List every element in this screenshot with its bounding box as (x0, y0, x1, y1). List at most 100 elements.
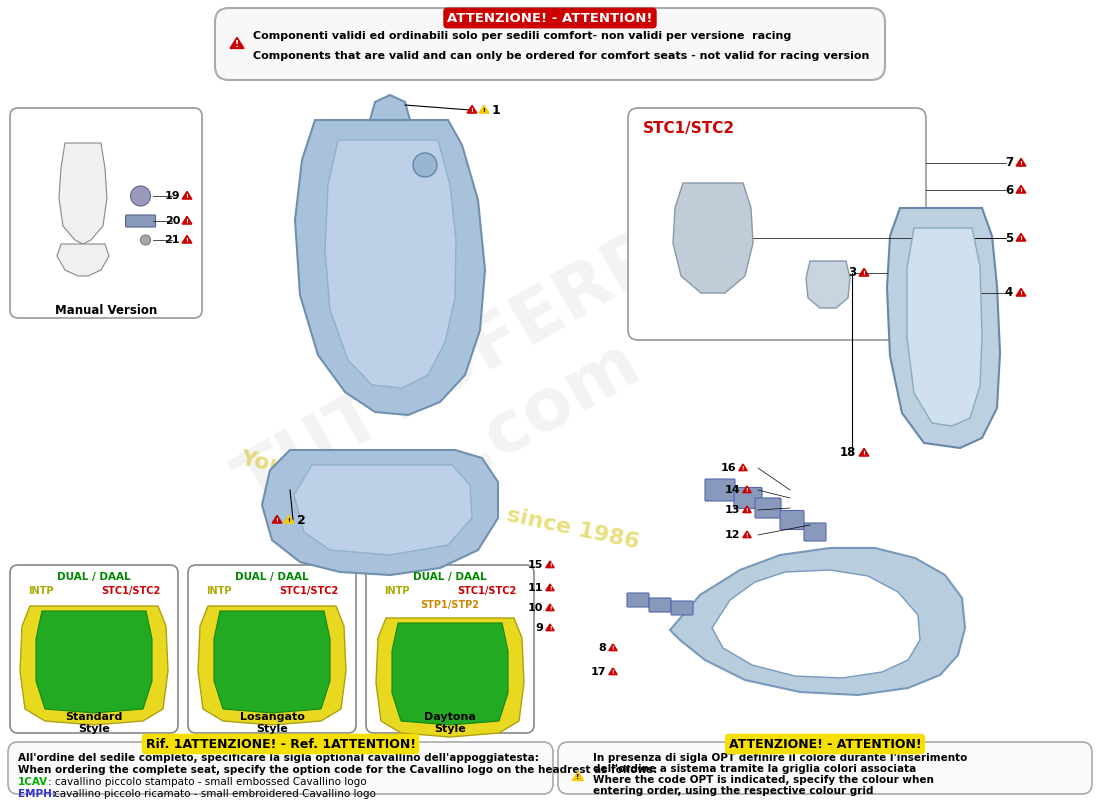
Text: Manual Version: Manual Version (55, 303, 157, 317)
Polygon shape (295, 120, 485, 415)
FancyBboxPatch shape (628, 108, 926, 340)
Polygon shape (908, 228, 982, 426)
Text: INTP: INTP (28, 586, 54, 596)
Text: 4: 4 (1004, 286, 1013, 299)
Text: 6: 6 (1004, 183, 1013, 197)
Text: !: ! (186, 238, 188, 243)
Polygon shape (392, 623, 508, 725)
Text: !: ! (287, 518, 290, 523)
Polygon shape (546, 561, 554, 568)
Polygon shape (1016, 288, 1026, 296)
Text: 3: 3 (848, 266, 856, 279)
Text: STP1/STP2: STP1/STP2 (420, 600, 480, 610)
FancyBboxPatch shape (366, 565, 534, 733)
Polygon shape (742, 506, 751, 513)
Text: !: ! (612, 646, 614, 651)
Text: entering order, using the respective colour grid: entering order, using the respective col… (593, 786, 873, 796)
FancyBboxPatch shape (188, 565, 356, 733)
FancyBboxPatch shape (10, 565, 178, 733)
Text: 5: 5 (1004, 231, 1013, 245)
Text: STC1/STC2: STC1/STC2 (101, 586, 160, 596)
Circle shape (131, 186, 151, 206)
Text: !: ! (1020, 236, 1022, 241)
Text: : cavallino piccolo stampato - small embossed Cavallino logo: : cavallino piccolo stampato - small emb… (48, 777, 366, 787)
Polygon shape (739, 464, 747, 470)
Text: 10: 10 (528, 603, 543, 613)
Polygon shape (546, 604, 554, 610)
Polygon shape (1016, 234, 1026, 241)
Text: STC1/STC2: STC1/STC2 (644, 121, 735, 135)
Text: 8: 8 (598, 643, 606, 653)
Text: !: ! (1020, 291, 1022, 296)
Text: !: ! (741, 466, 745, 471)
Polygon shape (183, 216, 191, 224)
Text: !: ! (549, 606, 551, 611)
Polygon shape (1016, 186, 1026, 193)
Text: 16: 16 (720, 463, 736, 473)
Text: !: ! (612, 670, 614, 675)
Text: INTP: INTP (206, 586, 231, 596)
Text: !: ! (746, 488, 748, 493)
Text: !: ! (471, 108, 473, 113)
FancyBboxPatch shape (671, 601, 693, 615)
Text: Your source for Parts since 1986: Your source for Parts since 1986 (239, 448, 641, 552)
Polygon shape (20, 606, 168, 725)
Text: !: ! (549, 626, 551, 631)
Text: !: ! (483, 108, 485, 113)
Polygon shape (198, 606, 346, 725)
Polygon shape (272, 515, 282, 523)
Text: DUAL / DAAL: DUAL / DAAL (414, 572, 487, 582)
FancyBboxPatch shape (804, 523, 826, 541)
Text: EMPH:: EMPH: (18, 789, 56, 799)
Text: !: ! (235, 40, 239, 49)
FancyBboxPatch shape (649, 598, 671, 612)
Text: STC1/STC2: STC1/STC2 (456, 586, 516, 596)
Text: !: ! (1020, 161, 1022, 166)
Text: 2: 2 (297, 514, 306, 526)
FancyBboxPatch shape (10, 108, 202, 318)
Circle shape (141, 235, 151, 245)
Text: Losangato
Style: Losangato Style (240, 712, 305, 734)
Text: 20: 20 (165, 216, 180, 226)
Text: ATTENZIONE! - ATTENTION!: ATTENZIONE! - ATTENTION! (448, 11, 652, 25)
Polygon shape (546, 624, 554, 630)
Text: TUTTOFERRARI
.com: TUTTOFERRARI .com (226, 151, 835, 589)
Text: dell'ordine a sistema tramite la griglia colori associata: dell'ordine a sistema tramite la griglia… (593, 764, 916, 774)
Polygon shape (712, 570, 920, 678)
Circle shape (412, 153, 437, 177)
Polygon shape (1016, 158, 1026, 166)
Text: DUAL / DAAL: DUAL / DAAL (57, 572, 131, 582)
FancyBboxPatch shape (780, 510, 804, 530)
Polygon shape (36, 611, 152, 713)
Text: STC1/STC2: STC1/STC2 (278, 586, 338, 596)
Text: 13: 13 (725, 505, 740, 515)
Text: 15: 15 (528, 560, 543, 570)
Text: !: ! (186, 194, 188, 199)
Text: 9: 9 (535, 623, 543, 633)
Text: ATTENZIONE! - ATTENTION!: ATTENZIONE! - ATTENTION! (728, 738, 922, 750)
Polygon shape (183, 235, 191, 243)
Text: cavallino piccolo ricamato - small embroidered Cavallino logo: cavallino piccolo ricamato - small embro… (54, 789, 376, 799)
Text: All'ordine del sedile completo, specificare la sigla optional cavallino dell'app: All'ordine del sedile completo, specific… (18, 753, 539, 763)
Polygon shape (480, 106, 488, 113)
Polygon shape (370, 95, 410, 120)
Polygon shape (468, 106, 477, 113)
Text: Where the code OPT is indicated, specify the colour when: Where the code OPT is indicated, specify… (593, 775, 934, 785)
Polygon shape (608, 668, 617, 674)
Text: Componenti validi ed ordinabili solo per sedili comfort- non validi per versione: Componenti validi ed ordinabili solo per… (253, 31, 791, 41)
Polygon shape (742, 531, 751, 538)
FancyBboxPatch shape (734, 487, 762, 509)
Text: When ordering the complete seat, specify the option code for the Cavallino logo : When ordering the complete seat, specify… (18, 765, 658, 775)
Text: INTP: INTP (384, 586, 409, 596)
Text: 7: 7 (1005, 157, 1013, 170)
Text: DUAL / DAAL: DUAL / DAAL (235, 572, 309, 582)
Text: !: ! (276, 518, 278, 523)
Text: 11: 11 (528, 583, 543, 593)
Polygon shape (859, 268, 869, 276)
FancyBboxPatch shape (705, 479, 735, 501)
Text: !: ! (186, 219, 188, 224)
Polygon shape (183, 191, 191, 199)
Polygon shape (572, 772, 584, 781)
FancyBboxPatch shape (558, 742, 1092, 794)
Text: 21: 21 (165, 235, 180, 245)
